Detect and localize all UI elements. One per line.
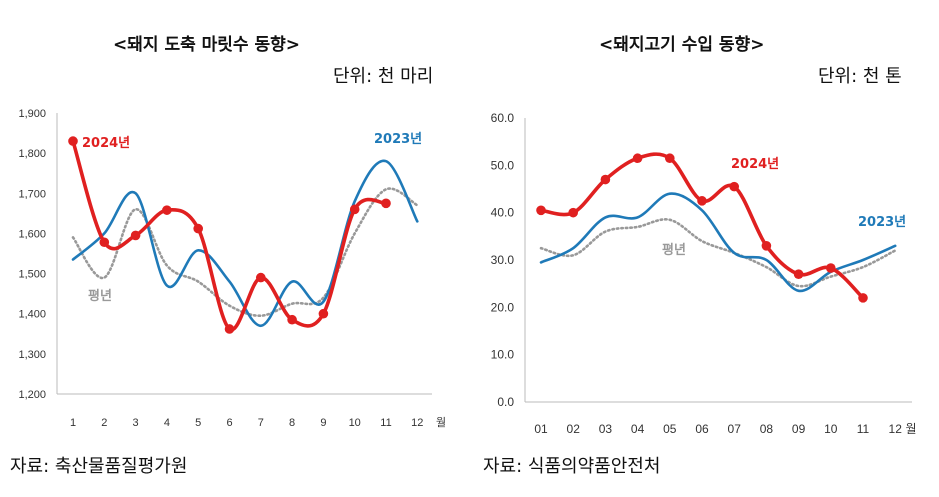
x-tick-label: 1 bbox=[70, 417, 76, 429]
data-point bbox=[697, 196, 707, 206]
y-tick-label: 1,400 bbox=[18, 309, 46, 321]
x-tick-label: 9 bbox=[320, 417, 326, 429]
x-tick-label: 4 bbox=[164, 417, 170, 429]
y-tick-label: 1,900 bbox=[18, 108, 46, 120]
y-tick-label: 50.0 bbox=[491, 158, 515, 172]
data-point bbox=[99, 237, 110, 248]
data-point bbox=[318, 308, 329, 319]
y-tick-label: 20.0 bbox=[491, 300, 515, 314]
x-tick-label: 2 bbox=[101, 417, 107, 429]
left-chart-source: 자료: 축산물품질평가원 bbox=[10, 456, 188, 477]
data-point bbox=[255, 272, 266, 283]
x-tick-label: 12 bbox=[889, 422, 903, 436]
y-tick-label: 0.0 bbox=[497, 395, 514, 409]
data-point bbox=[826, 263, 836, 273]
series-line-avg bbox=[539, 218, 897, 288]
data-point bbox=[536, 205, 546, 216]
x-tick-label: 10 bbox=[824, 422, 838, 436]
x-tick-label: 01 bbox=[534, 422, 548, 436]
y-tick-label: 1,700 bbox=[18, 188, 46, 200]
y-tick-label: 10.0 bbox=[491, 348, 515, 362]
x-tick-label: 11 bbox=[857, 422, 870, 436]
data-point bbox=[193, 223, 203, 234]
series-label: 2023년 bbox=[858, 215, 906, 230]
left-chart: 1,200 1,300 1,400 1,500 1,600 1,700 1,800 1,900… bbox=[18, 108, 446, 429]
x-tick-label: 10 bbox=[349, 417, 361, 429]
data-point bbox=[68, 136, 78, 146]
y-tick-label: 30.0 bbox=[491, 253, 515, 267]
series-label: 2023년 bbox=[374, 132, 422, 147]
y-tick-label: 1,600 bbox=[18, 228, 46, 240]
data-point bbox=[349, 204, 360, 215]
x-tick-label: 08 bbox=[760, 422, 774, 436]
x-tick-label: 7 bbox=[258, 417, 264, 429]
y-tick-label: 1,200 bbox=[18, 389, 46, 401]
series-label: 평년 bbox=[88, 288, 112, 304]
x-tick-label: 09 bbox=[792, 422, 806, 436]
data-point bbox=[729, 181, 739, 192]
x-tick-label: 04 bbox=[631, 422, 645, 436]
data-point bbox=[858, 293, 868, 303]
y-tick-label: 1,500 bbox=[18, 269, 46, 281]
data-point bbox=[761, 241, 772, 251]
data-point bbox=[665, 153, 675, 164]
x-tick-label: 03 bbox=[599, 422, 613, 436]
series-label: 2024년 bbox=[82, 136, 130, 151]
series-label: 2024년 bbox=[731, 157, 779, 172]
x-tick-label: 8 bbox=[289, 417, 295, 429]
y-tick-label: 40.0 bbox=[491, 206, 515, 220]
left-chart-unit: 단위: 천 마리 bbox=[333, 66, 434, 87]
x-axis-unit: 월 bbox=[436, 416, 446, 429]
x-axis-unit: 월 bbox=[905, 422, 916, 436]
data-point bbox=[600, 174, 611, 185]
x-tick-label: 3 bbox=[133, 417, 139, 429]
data-point bbox=[632, 153, 643, 164]
left-chart-title: <돼지 도축 마릿수 동향> bbox=[113, 35, 301, 55]
data-point bbox=[224, 324, 235, 334]
data-point bbox=[130, 230, 141, 241]
x-tick-label: 05 bbox=[663, 422, 677, 436]
right-chart-unit: 단위: 천 톤 bbox=[818, 66, 902, 87]
x-tick-label: 11 bbox=[380, 417, 391, 429]
x-tick-label: 6 bbox=[226, 417, 232, 429]
x-tick-label: 02 bbox=[567, 422, 581, 436]
series-line-avg bbox=[71, 187, 419, 318]
data-point bbox=[568, 207, 578, 218]
right-chart: 0.0 10.0 20.0 30.0 40.0 50.0 60.0 01 02 03 04 05 06 0… bbox=[491, 111, 917, 436]
data-point bbox=[287, 314, 297, 325]
right-chart-title: <돼지고기 수입 동향> bbox=[599, 35, 765, 55]
right-chart-source: 자료: 식품의약품안전처 bbox=[483, 456, 661, 477]
x-tick-label: 07 bbox=[728, 422, 742, 436]
x-tick-label: 5 bbox=[195, 417, 201, 429]
data-point bbox=[793, 269, 804, 280]
y-tick-label: 60.0 bbox=[491, 111, 515, 125]
series-line-2024 bbox=[71, 139, 388, 332]
x-tick-label: 12 bbox=[411, 417, 423, 429]
y-tick-label: 1,800 bbox=[18, 148, 46, 160]
x-tick-label: 06 bbox=[695, 422, 709, 436]
series-label: 평년 bbox=[662, 242, 686, 258]
data-point bbox=[162, 205, 172, 215]
data-point bbox=[381, 198, 391, 209]
y-tick-label: 1,300 bbox=[18, 349, 46, 361]
series-line-2024 bbox=[539, 152, 865, 300]
